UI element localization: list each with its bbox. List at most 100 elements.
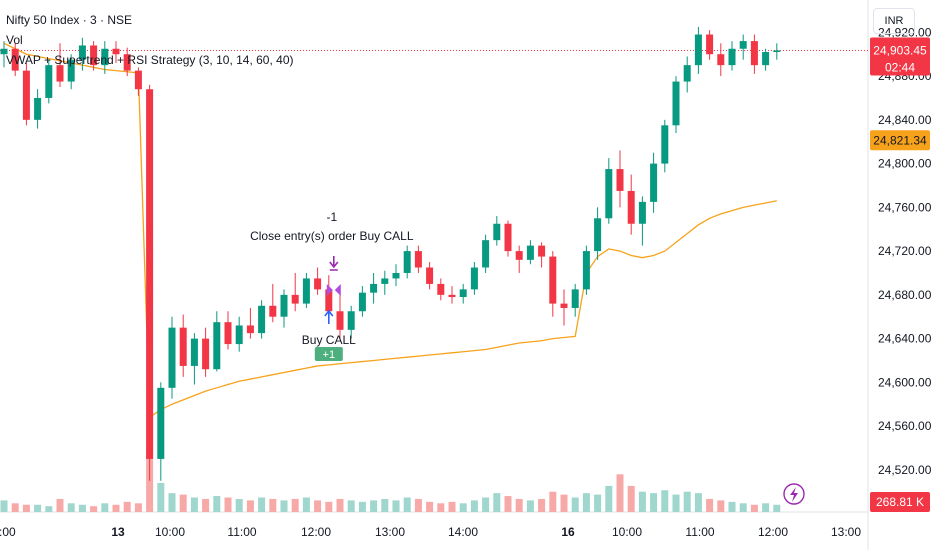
y-tick-label: 24,680.00 bbox=[878, 288, 932, 302]
y-tick-label: 24,920.00 bbox=[878, 25, 932, 39]
candle-body bbox=[403, 251, 411, 273]
y-tick-label: 24,560.00 bbox=[878, 419, 932, 433]
volume-bar bbox=[426, 501, 434, 512]
vwap-line bbox=[3, 42, 777, 419]
candle-body bbox=[246, 325, 254, 334]
candle-body bbox=[325, 289, 333, 312]
y-tick-label: 24,640.00 bbox=[878, 332, 932, 346]
candle-body bbox=[235, 325, 243, 345]
volume-value: 268.81 K bbox=[876, 495, 924, 509]
vwap-price-value: 24,821.34 bbox=[873, 133, 927, 147]
candle-body bbox=[347, 311, 355, 330]
lightning-bolt-icon bbox=[790, 487, 798, 502]
chart-legend: Nifty 50 Index · 3 · NSE Vol VWAP + Supe… bbox=[6, 10, 294, 70]
candle-body bbox=[280, 294, 288, 317]
currency-selector[interactable]: INR bbox=[873, 8, 915, 34]
x-tick-label: 13 bbox=[111, 525, 125, 539]
entry-arrow-icon bbox=[324, 309, 334, 324]
candle-body bbox=[549, 256, 557, 304]
candle-body bbox=[717, 54, 725, 66]
symbol-title[interactable]: Nifty 50 Index · 3 · NSE bbox=[6, 13, 133, 27]
volume-bar bbox=[179, 494, 187, 512]
volume-bar bbox=[235, 498, 243, 512]
x-tick-label: 14:00 bbox=[448, 525, 478, 539]
y-tick-label: 24,720.00 bbox=[878, 244, 932, 258]
volume-bar bbox=[571, 497, 579, 512]
candle-body bbox=[258, 305, 266, 334]
volume-bar bbox=[101, 503, 109, 512]
volume-bar bbox=[549, 491, 557, 512]
candle-body bbox=[773, 50, 781, 53]
volume-bar bbox=[672, 494, 680, 512]
volume-bar bbox=[213, 496, 221, 512]
exit-marker-icon bbox=[326, 284, 341, 296]
volume-bar bbox=[246, 500, 254, 512]
candle-body bbox=[762, 52, 770, 66]
candle-body bbox=[661, 125, 669, 164]
y-tick-label: 24,600.00 bbox=[878, 375, 932, 389]
x-tick-label: 12:00 bbox=[301, 525, 331, 539]
volume-bar bbox=[728, 501, 736, 512]
volume-bar bbox=[448, 501, 456, 512]
candle-body bbox=[358, 292, 366, 312]
volume-bar bbox=[582, 493, 590, 512]
volume-bar bbox=[90, 506, 98, 512]
volume-bar bbox=[470, 500, 478, 512]
candle-body bbox=[78, 45, 86, 60]
candle-body bbox=[314, 278, 322, 290]
candle-body bbox=[605, 169, 613, 219]
candle-body bbox=[202, 338, 210, 370]
y-tick-label: 24,520.00 bbox=[878, 463, 932, 477]
volume-bar bbox=[0, 500, 8, 512]
volume-bar bbox=[773, 504, 781, 512]
candle-body bbox=[706, 34, 714, 55]
last-price-badge bbox=[870, 37, 930, 76]
candle-body bbox=[426, 267, 434, 284]
volume-bar bbox=[706, 498, 714, 512]
x-tick-label: 12:00 bbox=[758, 525, 788, 539]
x-tick-label: 13:00 bbox=[831, 525, 861, 539]
strategy-indicator-label[interactable]: VWAP + Supertrend + RSI Strategy (3, 10,… bbox=[6, 53, 294, 67]
volume-bar bbox=[45, 506, 53, 512]
volume-bar bbox=[67, 503, 75, 512]
volume-bar bbox=[762, 503, 770, 512]
volume-bar bbox=[459, 503, 467, 512]
candle-body bbox=[459, 289, 467, 298]
volume-bar bbox=[437, 503, 445, 512]
volume-bar bbox=[683, 491, 691, 512]
volume-bar bbox=[11, 503, 19, 512]
volume-bar bbox=[370, 500, 378, 512]
y-tick-label: 24,840.00 bbox=[878, 113, 932, 127]
candle-body bbox=[448, 294, 456, 298]
candle-body bbox=[224, 322, 232, 345]
candle-body bbox=[672, 81, 680, 126]
volume-bar bbox=[594, 494, 602, 512]
volume-indicator-label[interactable]: Vol bbox=[6, 33, 23, 47]
candle-body bbox=[302, 278, 310, 304]
candle-body bbox=[694, 34, 702, 66]
candle-body bbox=[683, 65, 691, 82]
entry-quantity-label: +1 bbox=[323, 349, 336, 361]
volume-bar bbox=[56, 498, 64, 512]
candle-body bbox=[616, 169, 624, 191]
exit-arrow-icon bbox=[329, 256, 339, 271]
candle-body bbox=[134, 70, 142, 90]
volume-bar bbox=[605, 485, 613, 512]
y-tick-label: 24,760.00 bbox=[878, 200, 932, 214]
bar-countdown: 02:44 bbox=[885, 60, 915, 74]
candle-body bbox=[526, 245, 534, 260]
candle-body bbox=[392, 272, 400, 279]
volume-bar bbox=[650, 493, 658, 512]
candle-body bbox=[381, 278, 389, 284]
x-tick-label: 13:00 bbox=[375, 525, 405, 539]
volume-bar bbox=[146, 454, 154, 512]
candle-body bbox=[112, 48, 120, 55]
candle-body bbox=[728, 48, 736, 66]
volume-bar bbox=[694, 493, 702, 512]
volume-bar bbox=[22, 504, 30, 512]
candle-body bbox=[336, 311, 344, 330]
candle-body bbox=[750, 41, 758, 66]
volume-bar bbox=[302, 497, 310, 512]
